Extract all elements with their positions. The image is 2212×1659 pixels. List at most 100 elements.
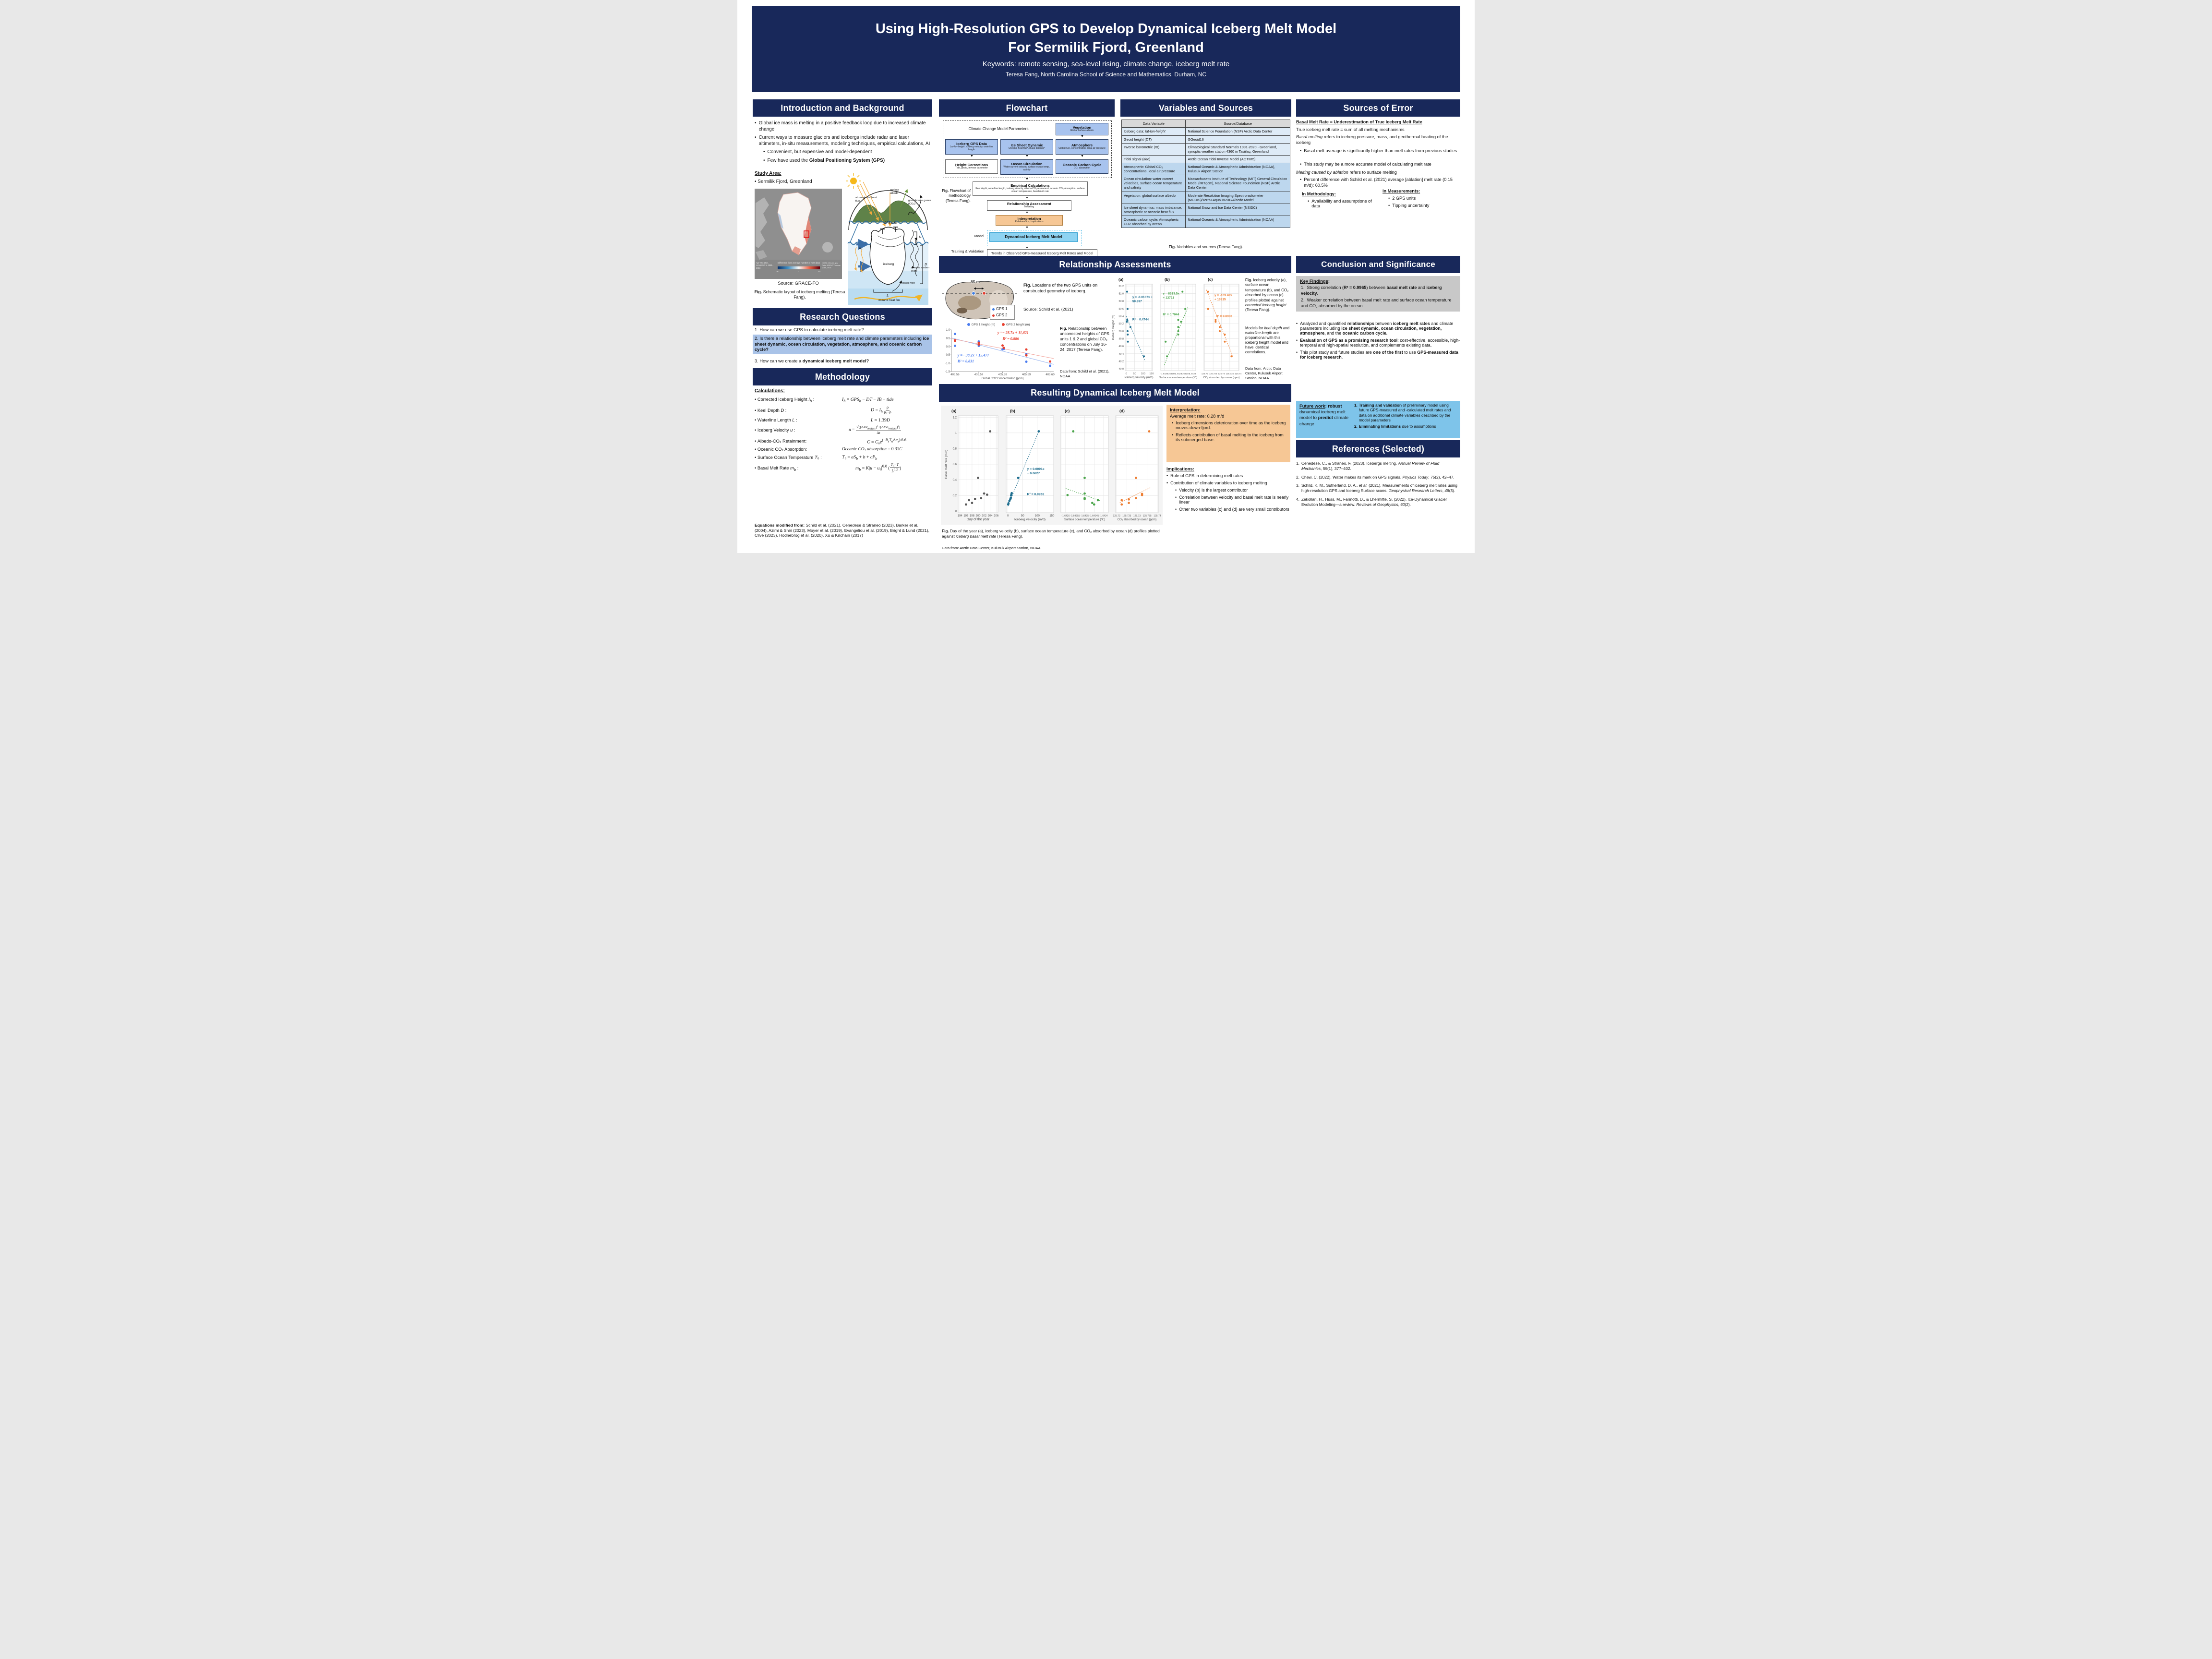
future-item-1: 1. Training and validation of preliminary…	[1354, 403, 1457, 423]
svg-text:405.59: 405.59	[1022, 373, 1031, 376]
scale-arrow-left	[974, 287, 976, 290]
svg-text:202: 202	[982, 515, 987, 517]
arrow-down-icon: ▼	[1025, 211, 1029, 215]
box-subtitle: Global surface albedo	[1070, 129, 1094, 132]
photo-legend-box: GPS 1 GPS 2	[990, 305, 1015, 320]
soe-line-3: Melting caused by ablation refers to sur…	[1296, 170, 1397, 175]
flowchart-box-atmosphere: Atmosphere Global CO₂ concentration, loca…	[1056, 139, 1108, 155]
chart-gps-heights-vs-co2: 405.56 405.57 405.58 405.59 405.60 -1.5 -1.0 -0…	[941, 328, 1056, 381]
series2-dot-icon	[1002, 323, 1005, 326]
svg-text:Basal melt rate (m/d): Basal melt rate (m/d)	[945, 450, 948, 479]
ref-number: 1.	[1296, 461, 1299, 466]
col-header-source: Source/Database	[1185, 119, 1290, 128]
flowchart-box-interpretation: Interpretation Relationships, Implication…	[996, 215, 1063, 226]
implications-sub-3: • Other two variables (c) and (d) are ver…	[1175, 507, 1290, 512]
label-iceberg: iceberg	[883, 263, 894, 266]
calc-label: • Albedo-CO₂ Retainment:	[755, 438, 807, 444]
section-header-resulting-model: Resulting Dynamical Iceberg Melt Model	[939, 384, 1291, 402]
conclusion-bullet-3: • This pilot study and future studies are…	[1296, 350, 1460, 360]
svg-text:-1.6424: -1.6424	[1189, 373, 1196, 375]
map-legend-strip	[755, 260, 842, 279]
arrow-down-icon: ▼	[1025, 226, 1029, 229]
calc-label: • Iceberg Velocity u :	[755, 428, 795, 433]
svg-text:125.74: 125.74	[1154, 515, 1161, 517]
box-subtitle: Tide, geoid, inverse barometer	[955, 167, 988, 170]
fjord-wall-left	[849, 223, 859, 244]
flowchart-box-carbon-cycle: Oceanic Carbon Cycle CO₂ absorption	[1056, 159, 1108, 174]
svg-text:50.2: 50.2	[1119, 323, 1124, 325]
section-title: Research Questions	[800, 312, 885, 322]
calc-label: • Basal Melt Rate mb :	[755, 465, 799, 472]
svg-text:51.0: 51.0	[1119, 293, 1124, 296]
arrow-up-icon: ▲	[1025, 246, 1029, 249]
svg-text:125.725: 125.725	[1122, 515, 1131, 517]
box-title: Interpretation	[1017, 216, 1041, 221]
bullet-marker: •	[755, 408, 757, 413]
svg-text:200: 200	[975, 515, 981, 517]
reference-item-4: 4. Zekollari, H., Huss, M., Farinotti, D.…	[1296, 497, 1460, 507]
gps2-legend-label: GPS 2	[996, 313, 1008, 317]
calc-label: • Surface Ocean Temperature T₀ :	[755, 455, 822, 460]
bullet-marker: •	[1175, 488, 1177, 493]
svg-text:0.2: 0.2	[953, 494, 957, 497]
photo-dark-patch	[958, 296, 981, 310]
chart-melt-vs-temperature: (c) -1.6426 -1.64255 -1.6425 -1.64245 -1.6424…	[1057, 409, 1111, 522]
implications-sub-2: • Correlation between velocity and basal …	[1175, 495, 1290, 505]
table-row: Iceberg data: lat-lon-height National Sci…	[1121, 127, 1290, 136]
implications-sub-1: • Velocity (b) is the largest contributor	[1175, 488, 1290, 493]
section-header-introduction: Introduction and Background	[753, 99, 932, 117]
calc-label: • Oceanic CO₂ Absorption:	[755, 447, 807, 452]
ra-fig3-caption: Fig. Iceberg velocity (a), surface ocean…	[1245, 278, 1289, 313]
gps2-dot-icon	[982, 291, 986, 295]
bullet-marker: •	[755, 438, 757, 444]
bullet-marker: •	[1172, 433, 1174, 437]
ra-data-source-2: Data from: Arctic Data Center, Kulusuk A…	[1245, 366, 1283, 380]
svg-text:-1.6426: -1.6426	[1061, 515, 1070, 517]
cell-variable: Atmospheric: Global CO₂ concentrations, …	[1121, 163, 1186, 176]
map-colorbar	[778, 266, 820, 269]
label-oceanic-heat-flux: oceanic heat flux	[878, 299, 901, 302]
svg-text:125.73: 125.73	[1218, 373, 1225, 375]
intro-subbullet-1: • Convenient, but expensive and model-dep…	[763, 149, 930, 156]
soe-bullet-2: • This study may be a more accurate model…	[1300, 162, 1460, 168]
label-carbon-cycle: oceanic carbon cycle	[911, 266, 929, 273]
box-subtitle: Relationships, Implications	[1015, 220, 1044, 224]
svg-text:0.4: 0.4	[953, 479, 957, 482]
calc-equation: L ≈ 1.39D	[871, 417, 890, 423]
poster-root: Using High-Resolution GPS to Develop Dyn…	[737, 0, 1475, 553]
implications-sub-2-text: Correlation between velocity and basal m…	[1179, 495, 1289, 505]
svg-text:0: 0	[955, 510, 957, 513]
bullet-marker: •	[755, 397, 757, 402]
cell-source: Climatological Standard Normals 1991-202…	[1185, 143, 1290, 156]
section-header-relationship-assessments: Relationship Assessments	[939, 256, 1291, 273]
svg-text:196: 196	[963, 515, 969, 517]
soe-bullet-1: • Basal melt average is significantly hig…	[1300, 148, 1458, 154]
chart-tag: (c)	[1208, 277, 1213, 282]
svg-text:R² = 0.8986: R² = 0.8986	[1216, 314, 1233, 318]
greenland-map-figure: Apr–Oct 2021 compared to 1981–2010 Diffe…	[755, 189, 842, 279]
svg-text:y = 8323.5x+ 13721: y = 8323.5x + 13721	[1163, 292, 1179, 300]
soe-bullet-2-text: This study may be a more accurate model …	[1304, 162, 1431, 167]
svg-text:-1.64255: -1.64255	[1070, 515, 1080, 517]
calc-item-keel-depth: • Keel Depth D : D = Ih ρ ρ₀−ρ	[755, 406, 931, 415]
calc-label: • Waterline Length L :	[755, 418, 797, 423]
flowchart-box-ice-sheet: Ice Sheet Dynamic Oceanic heat flux*, mas…	[1000, 139, 1053, 155]
implications-sub-1-text: Velocity (b) is the largest contributor	[1179, 488, 1248, 493]
series1-label: GPS 1 height (m)	[971, 323, 995, 326]
iceberg-body	[869, 227, 906, 285]
cell-source: Arctic Ocean Tidal Inverse Model (AOTIM5…	[1185, 155, 1290, 164]
wave-line-upper	[848, 220, 926, 224]
study-area-marker	[804, 230, 809, 238]
bullet-marker: •	[755, 455, 757, 460]
map-note-left: Apr–Oct 2021 compared to 1981–2010	[756, 262, 774, 269]
key-findings-heading: Key Findings:	[1300, 278, 1330, 284]
box-subtitle: CO₂ absorption	[1073, 167, 1091, 170]
label-surface-albedo: surface albedo	[890, 189, 900, 195]
bullet-marker: •	[1388, 196, 1390, 201]
label-ih: Iₕ	[919, 235, 922, 239]
chart-melt-vs-velocity: (b) 0 50 100 150 y = 0.0091x + 0.0627 R² = 0.99…	[1002, 409, 1056, 522]
model-side-label: Model	[974, 234, 984, 238]
study-area-heading: Study Area:	[755, 171, 781, 176]
soe-methodology-heading: In Methodology:	[1302, 192, 1336, 196]
svg-text:0.6: 0.6	[953, 463, 957, 466]
